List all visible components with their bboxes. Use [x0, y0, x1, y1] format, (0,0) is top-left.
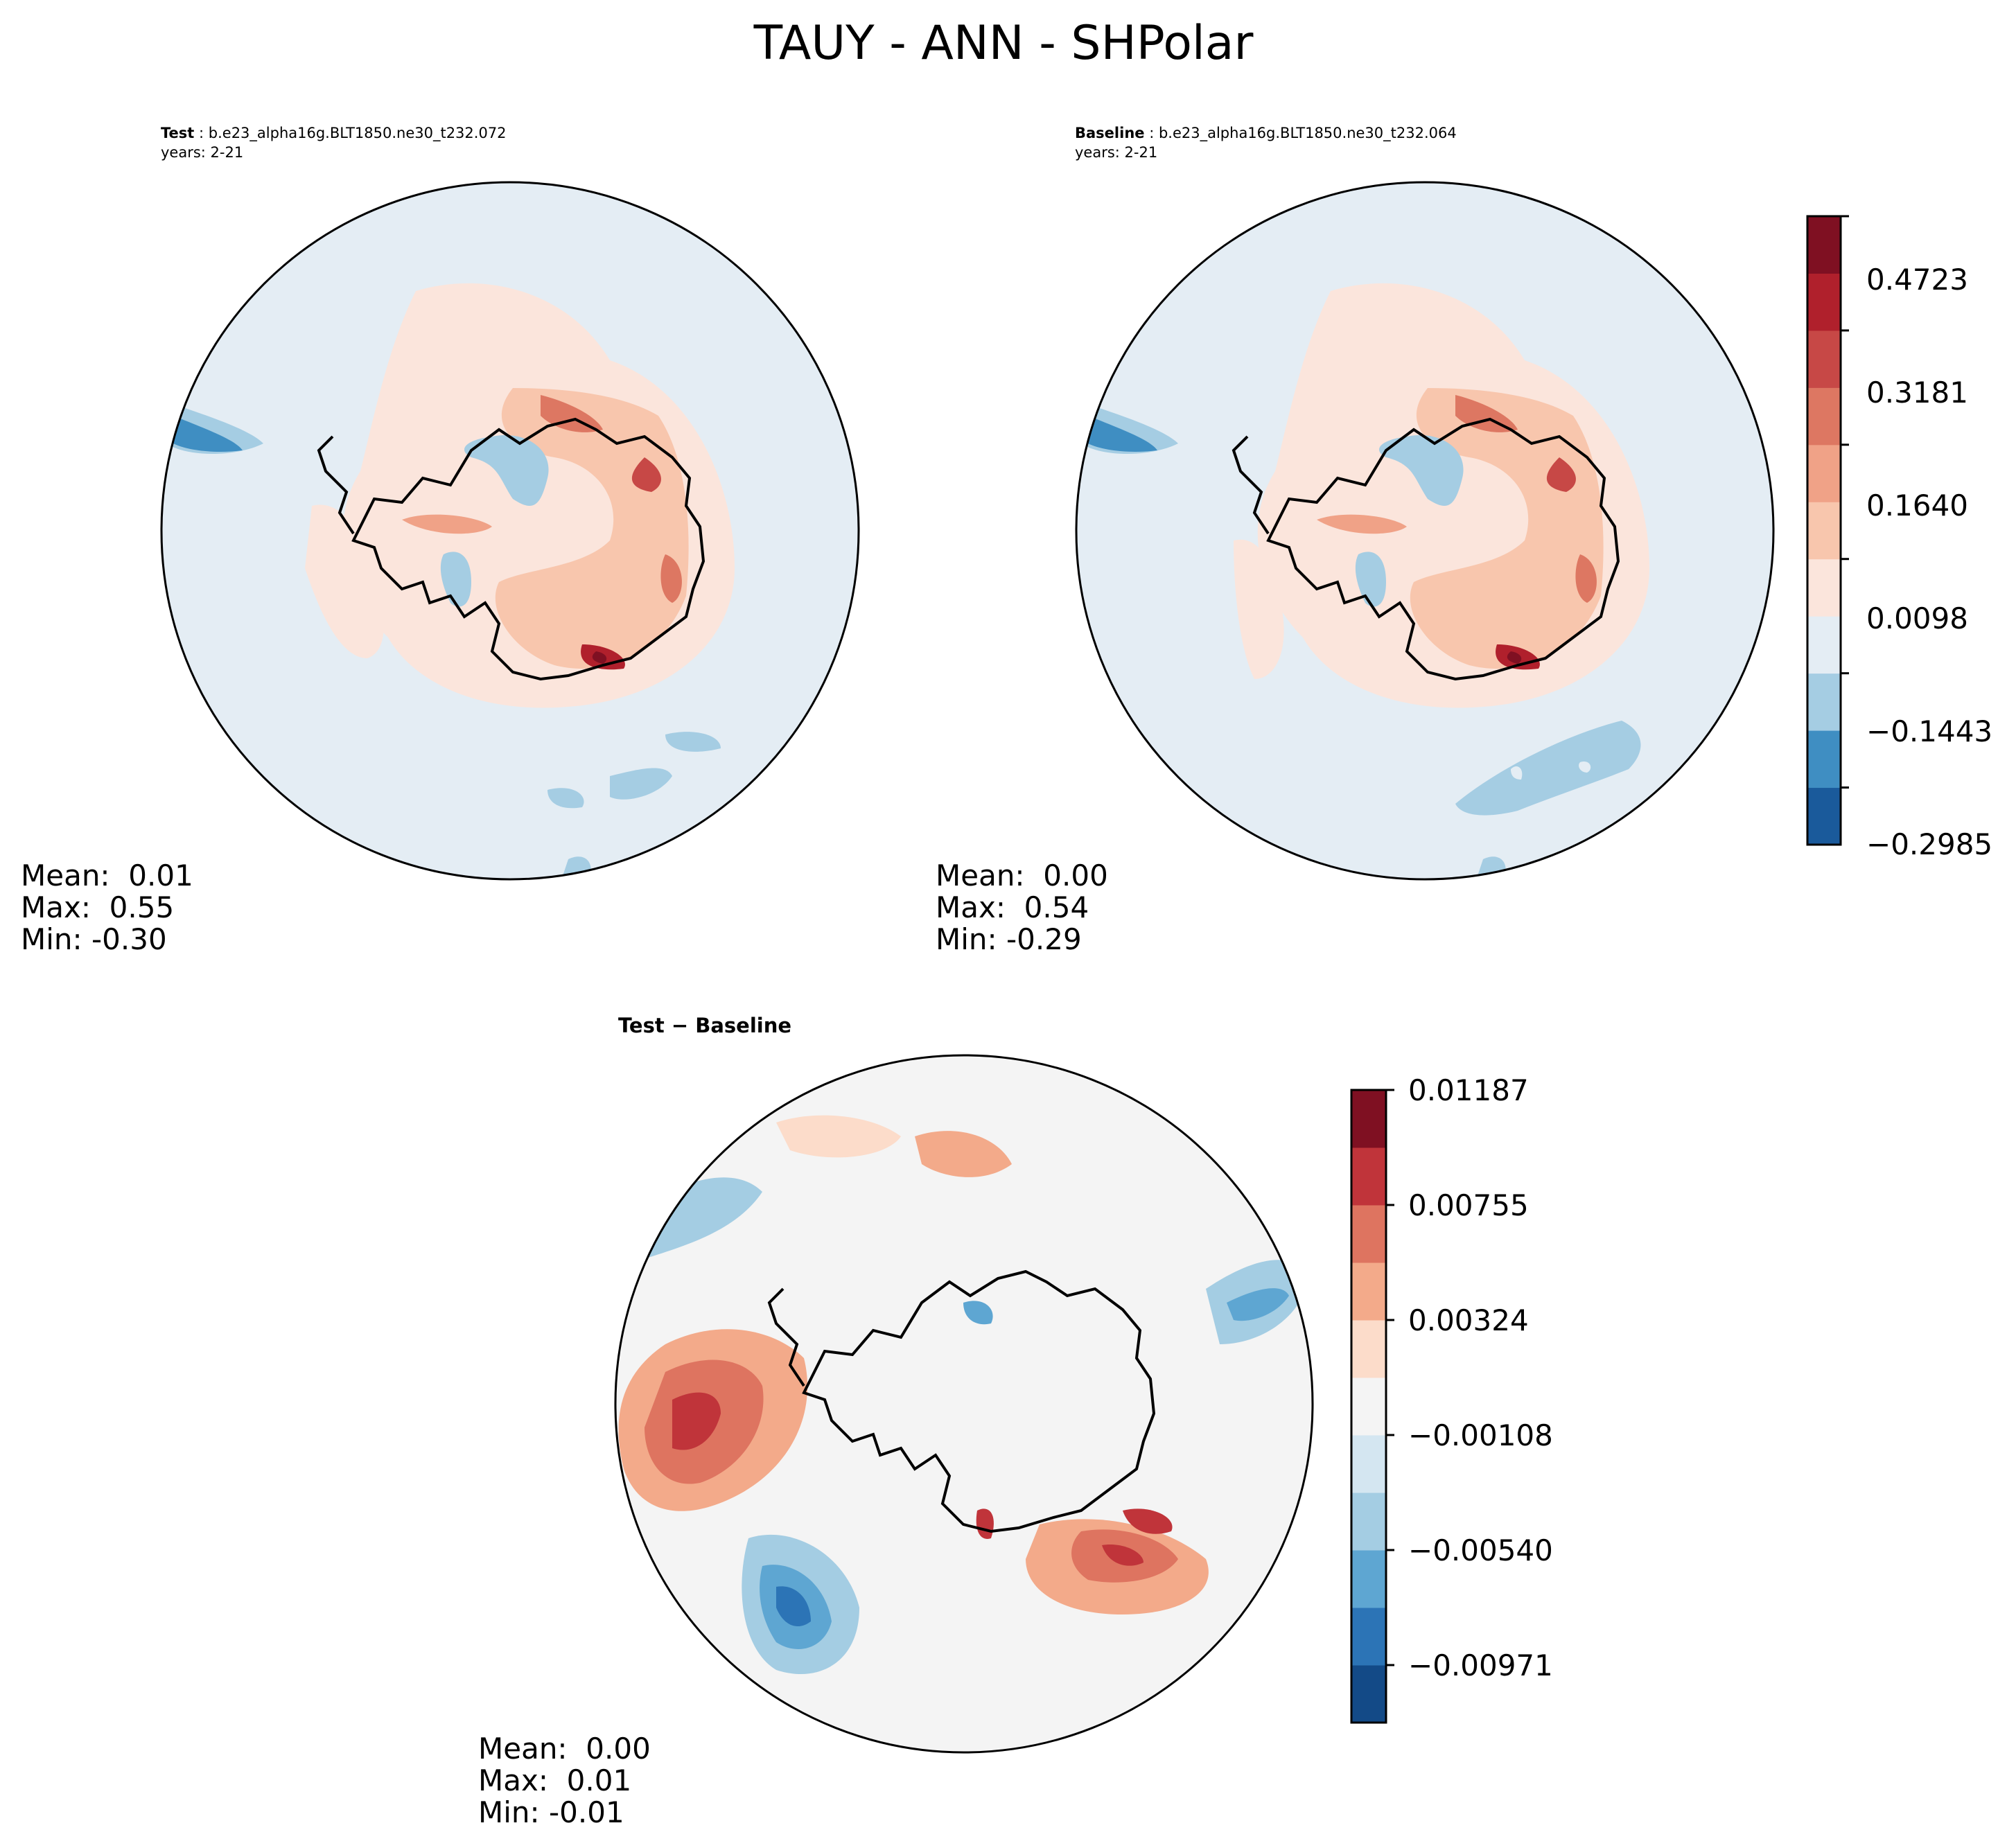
colorbar-top-tick: 0.3181 [1866, 376, 1968, 410]
colorbar-top [1806, 215, 1849, 846]
baseline-max: Max: 0.54 [936, 890, 1089, 924]
baseline-years: years: 2-21 [1075, 144, 1158, 161]
colorbar-bottom-segment [1351, 1205, 1386, 1263]
colorbar-bottom-segment [1351, 1262, 1386, 1321]
colorbar-bottom-segment [1351, 1378, 1386, 1436]
baseline-stats: Mean: 0.00 Max: 0.54 Min: -0.29 [936, 860, 1108, 956]
test-map [160, 181, 860, 881]
colorbar-top-tick: 0.4723 [1866, 263, 1968, 297]
baseline-min: Min: -0.29 [936, 922, 1082, 956]
colorbar-top-segment [1807, 787, 1841, 845]
colorbar-top-segment [1807, 502, 1841, 560]
colorbar-top-segment [1807, 273, 1841, 331]
test-years: years: 2-21 [161, 144, 244, 161]
baseline-mean: Mean: 0.00 [936, 859, 1108, 892]
colorbar-top-tick: −0.1443 [1866, 714, 1993, 748]
colorbar-bottom-segment [1351, 1320, 1386, 1378]
diff-max: Max: 0.01 [478, 1763, 632, 1797]
colorbar-bottom-tick: −0.00540 [1408, 1533, 1553, 1567]
colorbar-top-frame [1806, 215, 1842, 846]
test-label: Test [161, 125, 195, 141]
colorbar-top-segment [1807, 330, 1841, 388]
test-max: Max: 0.55 [21, 890, 175, 924]
colorbar-top-segment [1807, 730, 1841, 789]
colorbar-top-segment [1807, 558, 1841, 617]
colorbar-bottom-segment [1351, 1608, 1386, 1666]
colorbar-bottom-tick: 0.00324 [1408, 1303, 1529, 1337]
test-caption: Test : b.e23_alpha16g.BLT1850.ne30_t232.… [161, 125, 507, 161]
colorbar-bottom-segment [1351, 1435, 1386, 1493]
colorbar-top-segment [1807, 216, 1841, 274]
colorbar-bottom-frame [1350, 1089, 1387, 1724]
colorbar-bottom-tick: 0.00755 [1408, 1188, 1529, 1222]
diff-map [614, 1054, 1314, 1754]
baseline-map [1075, 181, 1775, 881]
colorbar-top-tick: 0.0098 [1866, 601, 1968, 635]
test-case-name: b.e23_alpha16g.BLT1850.ne30_t232.072 [208, 125, 507, 141]
diff-caption: Test − Baseline [618, 1014, 792, 1037]
colorbar-bottom-segment [1351, 1147, 1386, 1206]
colorbar-top-tick: 0.1640 [1866, 489, 1968, 522]
colorbar-bottom-segment [1351, 1665, 1386, 1723]
colorbar-top-segment [1807, 673, 1841, 731]
colorbar-bottom-tick: −0.00971 [1408, 1648, 1553, 1682]
baseline-case-name: b.e23_alpha16g.BLT1850.ne30_t232.064 [1158, 125, 1457, 141]
colorbar-top-segment [1807, 387, 1841, 446]
colorbar-bottom-segment [1351, 1493, 1386, 1551]
baseline-caption: Baseline : b.e23_alpha16g.BLT1850.ne30_t… [1075, 125, 1457, 161]
baseline-label: Baseline [1075, 125, 1145, 141]
colorbar-bottom-segment [1351, 1090, 1386, 1148]
colorbar-bottom-tick: 0.01187 [1408, 1073, 1529, 1107]
test-stats: Mean: 0.01 Max: 0.55 Min: -0.30 [21, 860, 193, 956]
diff-min: Min: -0.01 [478, 1795, 624, 1829]
test-min: Min: -0.30 [21, 922, 167, 956]
diff-stats: Mean: 0.00 Max: 0.01 Min: -0.01 [478, 1733, 651, 1829]
diff-mean: Mean: 0.00 [478, 1732, 651, 1766]
colorbar-top-segment [1807, 616, 1841, 674]
test-mean: Mean: 0.01 [21, 859, 193, 892]
colorbar-top-segment [1807, 444, 1841, 502]
colorbar-bottom [1350, 1089, 1394, 1724]
colorbar-bottom-tick: −0.00108 [1408, 1418, 1553, 1452]
colorbar-top-tick: −0.2985 [1866, 827, 1993, 861]
colorbar-bottom-segment [1351, 1550, 1386, 1608]
figure-title: TAUY - ANN - SHPolar [753, 16, 1254, 71]
